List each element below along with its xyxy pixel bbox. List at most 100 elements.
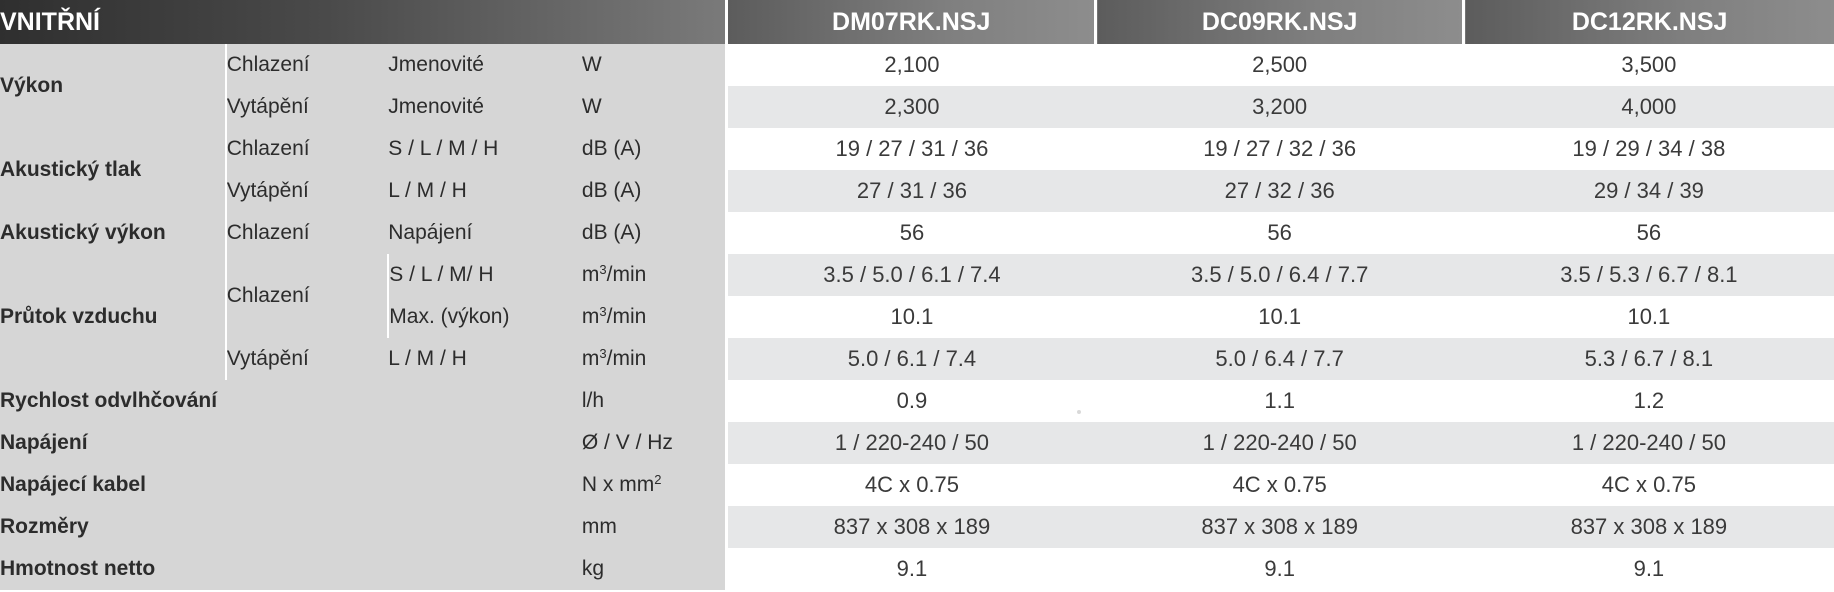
value-cell: 4C x 0.75 xyxy=(1095,464,1464,506)
row-label-napajeci-kabel: Napájecí kabel xyxy=(0,464,582,506)
value-cell: 10.1 xyxy=(728,296,1096,338)
unit-base: N x mm xyxy=(581,473,655,496)
value-cell: 10.1 xyxy=(1463,296,1834,338)
table-header-row: VNITŘNÍ DM07RK.NSJ DC09RK.NSJ DC12RK.NSJ xyxy=(0,0,1834,44)
column-gap xyxy=(725,548,729,590)
unit-exponent: 2 xyxy=(654,472,662,487)
value-cell: 5.3 / 6.7 / 8.1 xyxy=(1463,338,1834,380)
row-mode: Chlazení xyxy=(225,254,390,338)
value-cell: 19 / 29 / 34 / 38 xyxy=(1463,128,1834,170)
unit-exponent: 3 xyxy=(599,346,607,361)
row-label-akusticky-tlak: Akustický tlak xyxy=(0,128,227,212)
table-row: Vytápění L / M / H dB (A) 27 / 31 / 36 2… xyxy=(0,170,1834,212)
value-cell: 56 xyxy=(728,212,1096,254)
row-label-akusticky-vykon: Akustický výkon xyxy=(0,212,227,254)
row-sub: L / M / H xyxy=(388,170,582,212)
row-label-prutok-vzduchu: Průtok vzduchu xyxy=(0,254,227,380)
row-unit: mm xyxy=(581,506,726,548)
value-cell: 837 x 308 x 189 xyxy=(1095,506,1464,548)
row-mode: Chlazení xyxy=(225,212,389,254)
row-unit: kg xyxy=(581,548,726,590)
unit-tail: /min xyxy=(606,305,647,328)
row-mode: Chlazení xyxy=(225,128,389,170)
row-sub: S / L / M/ H xyxy=(388,254,582,296)
table-row: Max. (výkon) m3/min 10.1 10.1 10.1 xyxy=(0,296,1834,338)
row-unit: Ø / V / Hz xyxy=(581,422,726,464)
row-mode: Chlazení xyxy=(225,44,389,86)
value-cell: 2,300 xyxy=(728,86,1096,128)
model-header-3: DC12RK.NSJ xyxy=(1462,0,1834,44)
row-unit: dB (A) xyxy=(581,128,726,170)
value-cell: 1.1 xyxy=(1095,380,1464,422)
column-gap xyxy=(725,212,729,254)
value-cell: 3.5 / 5.3 / 6.7 / 8.1 xyxy=(1463,254,1834,296)
column-gap xyxy=(725,506,729,548)
column-gap xyxy=(725,422,729,464)
unit-base: m xyxy=(581,263,600,286)
row-unit: W xyxy=(581,86,726,128)
value-cell: 27 / 32 / 36 xyxy=(1095,170,1464,212)
row-sub: Jmenovité xyxy=(388,86,582,128)
unit-exponent: 3 xyxy=(599,262,607,277)
row-label-hmotnost-netto: Hmotnost netto xyxy=(0,548,582,590)
value-cell: 29 / 34 / 39 xyxy=(1463,170,1834,212)
value-cell: 56 xyxy=(1095,212,1464,254)
table-row: Vytápění Jmenovité W 2,300 3,200 4,000 xyxy=(0,86,1834,128)
value-cell: 4C x 0.75 xyxy=(728,464,1096,506)
value-cell: 2,100 xyxy=(728,44,1096,86)
model-header-2: DC09RK.NSJ xyxy=(1094,0,1464,44)
row-sub: Jmenovité xyxy=(388,44,582,86)
value-cell: 19 / 27 / 31 / 36 xyxy=(728,128,1096,170)
value-cell: 4C x 0.75 xyxy=(1463,464,1834,506)
value-cell: 1 / 220-240 / 50 xyxy=(728,422,1096,464)
table-row: Akustický výkon Chlazení Napájení dB (A)… xyxy=(0,212,1834,254)
unit-base: m xyxy=(581,305,600,328)
unit-tail: /min xyxy=(606,263,647,286)
row-label-rozmery: Rozměry xyxy=(0,506,582,548)
column-gap xyxy=(725,0,729,44)
value-cell: 837 x 308 x 189 xyxy=(728,506,1096,548)
column-gap xyxy=(725,296,729,338)
value-cell: 27 / 31 / 36 xyxy=(728,170,1096,212)
row-label-vykon: Výkon xyxy=(0,44,227,128)
value-cell: 9.1 xyxy=(1095,548,1464,590)
model-header-1: DM07RK.NSJ xyxy=(728,0,1096,44)
table-row: Výkon Chlazení Jmenovité W 2,100 2,500 3… xyxy=(0,44,1834,128)
row-unit: m3/min xyxy=(581,338,726,380)
unit-base: m xyxy=(581,347,600,370)
value-cell: 3,500 xyxy=(1463,44,1834,86)
value-cell: 1 / 220-240 / 50 xyxy=(1463,422,1834,464)
stray-dot xyxy=(1077,410,1081,414)
row-label-napajeni: Napájení xyxy=(0,422,582,464)
value-cell: 1.2 xyxy=(1463,380,1834,422)
table-row: Rychlost odvlhčování l/h 0.9 1.1 1.2 xyxy=(0,380,1834,422)
row-sub: S / L / M / H xyxy=(388,128,582,170)
value-cell: 5.0 / 6.4 / 7.7 xyxy=(1095,338,1464,380)
row-mode: Vytápění xyxy=(225,86,389,128)
table-row: Hmotnost netto kg 9.1 9.1 9.1 xyxy=(0,548,1834,590)
table-row: Průtok vzduchu Chlazení S / L / M/ H m3/… xyxy=(0,254,1834,380)
row-mode: Vytápění xyxy=(225,338,389,380)
column-gap xyxy=(725,380,729,422)
row-label-rychlost-odvlhcovani: Rychlost odvlhčování xyxy=(0,380,582,422)
table-row: Rozměry mm 837 x 308 x 189 837 x 308 x 1… xyxy=(0,506,1834,548)
column-gap xyxy=(725,128,729,170)
row-unit: N x mm2 xyxy=(581,464,726,506)
table-title: VNITŘNÍ xyxy=(0,0,726,44)
column-gap xyxy=(725,464,729,506)
row-mode: Vytápění xyxy=(225,170,389,212)
value-cell: 5.0 / 6.1 / 7.4 xyxy=(728,338,1096,380)
column-gap xyxy=(725,170,729,212)
value-cell: 3.5 / 5.0 / 6.4 / 7.7 xyxy=(1095,254,1464,296)
column-gap xyxy=(725,86,729,128)
value-cell: 19 / 27 / 32 / 36 xyxy=(1095,128,1464,170)
row-unit: dB (A) xyxy=(581,212,726,254)
value-cell: 0.9 xyxy=(728,380,1096,422)
value-cell: 9.1 xyxy=(728,548,1096,590)
table-row: Vytápění L / M / H m3/min 5.0 / 6.1 / 7.… xyxy=(0,338,1834,380)
value-cell: 10.1 xyxy=(1095,296,1464,338)
value-cell: 4,000 xyxy=(1463,86,1834,128)
unit-exponent: 3 xyxy=(599,304,607,319)
value-cell: 2,500 xyxy=(1095,44,1464,86)
value-cell: 3.5 / 5.0 / 6.1 / 7.4 xyxy=(728,254,1096,296)
